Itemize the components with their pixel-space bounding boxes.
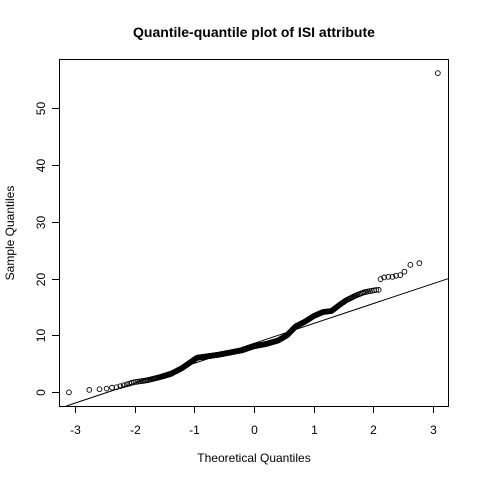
data-point xyxy=(416,260,423,267)
data-point xyxy=(375,287,382,293)
x-tick-label: -3 xyxy=(70,423,81,437)
data-point xyxy=(385,273,392,280)
data-point xyxy=(103,385,110,392)
x-tick-label: 2 xyxy=(370,423,377,437)
data-point xyxy=(96,386,103,393)
y-axis-label: Sample Quantiles xyxy=(3,186,17,281)
data-point xyxy=(435,70,441,76)
chart-title: Quantile-quantile plot of ISI attribute xyxy=(133,24,375,40)
y-tick-label: 20 xyxy=(34,273,48,287)
y-tick-label: 10 xyxy=(34,329,48,343)
data-point xyxy=(123,381,130,388)
data-point xyxy=(401,268,408,275)
data-point xyxy=(117,383,124,390)
x-tick-label: 0 xyxy=(251,423,258,437)
reference-line-layer xyxy=(66,278,449,407)
x-tick-label: -1 xyxy=(189,423,200,437)
x-tick-label: 1 xyxy=(311,423,318,437)
reference-line xyxy=(66,278,449,407)
y-axis: 0 10 20 30 40 50 xyxy=(34,102,60,396)
y-tick-label: 40 xyxy=(34,159,48,173)
data-point xyxy=(120,382,127,389)
x-tick-label: 3 xyxy=(430,423,437,437)
x-tick-label: -2 xyxy=(130,423,141,437)
y-tick-label: 50 xyxy=(34,102,48,116)
data-point xyxy=(66,389,72,396)
y-tick-label: 30 xyxy=(34,216,48,230)
x-axis-label: Theoretical Quantiles xyxy=(197,451,310,465)
data-point xyxy=(389,273,396,280)
data-point xyxy=(407,262,414,268)
y-tick-label: 0 xyxy=(34,389,48,396)
data-point xyxy=(393,272,399,279)
data-point xyxy=(381,274,387,281)
x-axis: -3 -2 -1 0 1 2 3 xyxy=(70,406,437,437)
data-point xyxy=(397,272,404,278)
data-point xyxy=(373,287,380,293)
data-point xyxy=(86,387,93,393)
